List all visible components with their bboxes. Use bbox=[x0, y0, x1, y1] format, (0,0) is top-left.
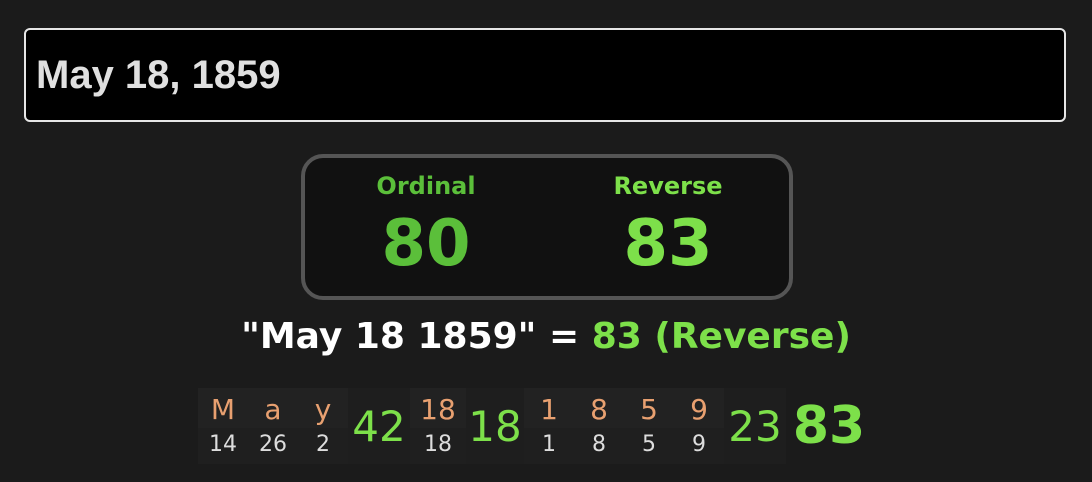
char-letter: M bbox=[210, 393, 236, 426]
equation-line: "May 18 1859" = 83 (Reverse) bbox=[0, 316, 1092, 357]
ordinal-value: 80 bbox=[381, 207, 471, 281]
char-value: 5 bbox=[624, 428, 674, 464]
ordinal-result: Ordinal 80 bbox=[305, 158, 547, 296]
char-letter: 8 bbox=[590, 393, 608, 426]
char-letter: a bbox=[264, 393, 282, 426]
char-cell: 18 18 bbox=[410, 388, 466, 464]
char-value: 18 bbox=[410, 428, 466, 464]
char-value: 26 bbox=[248, 428, 298, 464]
char-cell: a 26 bbox=[248, 388, 298, 464]
char-cell: M 14 bbox=[198, 388, 248, 464]
word-group: M 14 a 26 y 2 bbox=[198, 388, 348, 464]
char-letter: 9 bbox=[690, 393, 708, 426]
word-sum: 42 bbox=[348, 388, 410, 464]
char-value: 2 bbox=[298, 428, 348, 464]
char-value: 9 bbox=[674, 428, 724, 464]
results-panel: Ordinal 80 Reverse 83 bbox=[301, 154, 793, 300]
char-value: 8 bbox=[574, 428, 624, 464]
equation-equals: = bbox=[549, 316, 580, 357]
breakdown-total: 83 bbox=[792, 396, 866, 456]
reverse-value: 83 bbox=[623, 207, 713, 281]
word-sum: 23 bbox=[724, 388, 786, 464]
word-group: 18 18 bbox=[410, 388, 466, 464]
char-letter: 5 bbox=[640, 393, 658, 426]
char-letter: 18 bbox=[420, 393, 456, 426]
char-value: 14 bbox=[198, 428, 248, 464]
equation-phrase: "May 18 1859" bbox=[241, 316, 537, 357]
char-letter: 1 bbox=[540, 393, 558, 426]
reverse-result: Reverse 83 bbox=[547, 158, 789, 296]
breakdown-row: M 14 a 26 y 2 42 18 18 18 1 1 8 8 5 5 9 9 23 83 bbox=[198, 388, 872, 464]
equation-cipher: (Reverse) bbox=[654, 316, 851, 357]
word-sum: 18 bbox=[466, 388, 524, 464]
char-letter: y bbox=[314, 393, 332, 426]
char-value: 1 bbox=[524, 428, 574, 464]
reverse-label: Reverse bbox=[613, 172, 723, 200]
equation-value: 83 bbox=[591, 316, 642, 357]
date-input[interactable] bbox=[24, 28, 1066, 122]
ordinal-label: Ordinal bbox=[376, 172, 476, 200]
